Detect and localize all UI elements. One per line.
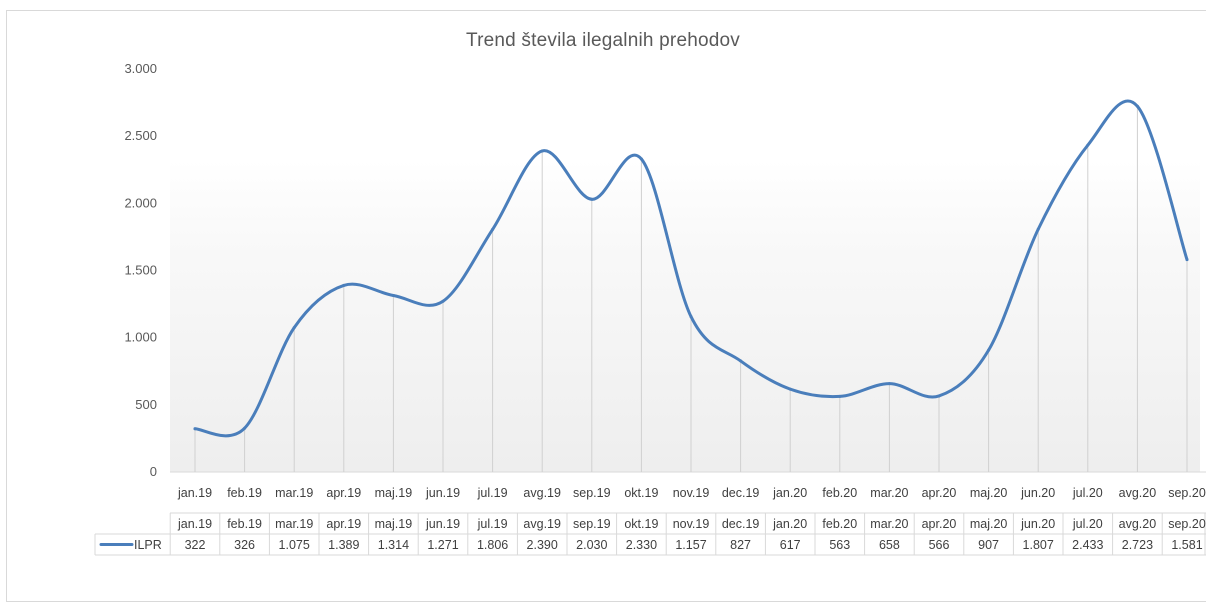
table-header-cell: jan.20 <box>772 517 807 531</box>
data-point <box>739 359 743 363</box>
table-header-cell: maj.20 <box>970 517 1008 531</box>
data-point <box>243 426 247 430</box>
data-point <box>491 227 495 231</box>
table-value-cell: 1.271 <box>427 538 458 552</box>
table-value-cell: 1.075 <box>279 538 310 552</box>
data-point <box>391 293 395 297</box>
table-value-cell: 2.433 <box>1072 538 1103 552</box>
chart-title: Trend števila ilegalnih prehodov <box>466 30 740 51</box>
table-value-cell: 658 <box>879 538 900 552</box>
x-tick-label: mar.19 <box>275 486 313 500</box>
y-tick-label: 3.000 <box>124 61 157 76</box>
y-tick-label: 2.000 <box>124 195 157 210</box>
table-header-cell: jul.20 <box>1072 517 1103 531</box>
table-value-cell: 566 <box>929 538 950 552</box>
data-point <box>887 382 891 386</box>
table-header-cell: mar.20 <box>870 517 908 531</box>
x-tick-label: okt.19 <box>624 486 658 500</box>
x-tick-label: sep.20 <box>1168 486 1206 500</box>
x-tick-label: apr.20 <box>922 486 957 500</box>
x-tick-label: jan.19 <box>177 486 212 500</box>
table-value-cell: 1.581 <box>1171 538 1202 552</box>
data-point <box>342 283 346 287</box>
data-point <box>1036 227 1040 231</box>
table-value-cell: 326 <box>234 538 255 552</box>
x-tick-label: feb.19 <box>227 486 262 500</box>
x-tick-label: dec.19 <box>722 486 760 500</box>
x-tick-label: maj.20 <box>970 486 1008 500</box>
x-tick-label: mar.20 <box>870 486 908 500</box>
data-point <box>987 348 991 352</box>
x-tick-label: sep.19 <box>573 486 611 500</box>
table-value-cell: 1.157 <box>675 538 706 552</box>
plot-background <box>170 160 1200 472</box>
data-point <box>590 197 594 201</box>
x-tick-label: avg.20 <box>1119 486 1157 500</box>
data-point <box>193 427 197 431</box>
y-tick-label: 500 <box>135 397 157 412</box>
table-header-cell: nov.19 <box>673 517 710 531</box>
y-tick-label: 0 <box>150 464 157 479</box>
table-header-cell: feb.20 <box>822 517 857 531</box>
legend-label: ILPR <box>134 538 162 552</box>
table-header-cell: apr.20 <box>922 517 957 531</box>
table-header-cell: apr.19 <box>326 517 361 531</box>
x-tick-label: jul.19 <box>477 486 508 500</box>
table-value-cell: 1.389 <box>328 538 359 552</box>
table-header-cell: avg.19 <box>523 517 561 531</box>
data-point <box>838 394 842 398</box>
x-tick-label: jan.20 <box>772 486 807 500</box>
table-header-cell: jan.19 <box>177 517 212 531</box>
x-tick-label: nov.19 <box>673 486 710 500</box>
y-tick-label: 2.500 <box>124 128 157 143</box>
x-tick-label: jun.19 <box>425 486 460 500</box>
table-value-cell: 1.314 <box>378 538 409 552</box>
table-header-cell: maj.19 <box>375 517 413 531</box>
table-header-cell: avg.20 <box>1119 517 1157 531</box>
table-value-cell: 2.030 <box>576 538 607 552</box>
table-header-cell: jun.19 <box>425 517 460 531</box>
data-point <box>689 315 693 319</box>
table-value-cell: 2.390 <box>527 538 558 552</box>
y-tick-label: 1.500 <box>124 263 157 278</box>
data-point <box>937 394 941 398</box>
table-header-cell: sep.19 <box>573 517 611 531</box>
table-value-cell: 563 <box>829 538 850 552</box>
table-header-cell: dec.19 <box>722 517 760 531</box>
x-tick-label: feb.20 <box>822 486 857 500</box>
table-value-cell: 1.806 <box>477 538 508 552</box>
data-point <box>292 326 296 330</box>
x-tick-label: apr.19 <box>326 486 361 500</box>
table-header-cell: jun.20 <box>1020 517 1055 531</box>
x-tick-label: maj.19 <box>375 486 413 500</box>
table-value-cell: 1.807 <box>1023 538 1054 552</box>
table-value-cell: 2.330 <box>626 538 657 552</box>
table-value-cell: 2.723 <box>1122 538 1153 552</box>
table-header-cell: okt.19 <box>624 517 658 531</box>
data-point <box>1185 258 1189 262</box>
table-value-cell: 617 <box>780 538 801 552</box>
table-value-cell: 827 <box>730 538 751 552</box>
table-value-cell: 907 <box>978 538 999 552</box>
data-point <box>1135 104 1139 108</box>
x-tick-label: avg.19 <box>523 486 561 500</box>
data-point <box>1086 143 1090 147</box>
y-tick-label: 1.000 <box>124 330 157 345</box>
x-tick-label: jun.20 <box>1020 486 1055 500</box>
table-header-cell: jul.19 <box>477 517 508 531</box>
table-header-cell: sep.20 <box>1168 517 1206 531</box>
data-point <box>540 149 544 153</box>
table-header-cell: mar.19 <box>275 517 313 531</box>
x-tick-label: jul.20 <box>1072 486 1103 500</box>
table-header-cell: feb.19 <box>227 517 262 531</box>
table-value-cell: 322 <box>185 538 206 552</box>
data-point <box>788 387 792 391</box>
data-point <box>639 157 643 161</box>
data-point <box>441 299 445 303</box>
